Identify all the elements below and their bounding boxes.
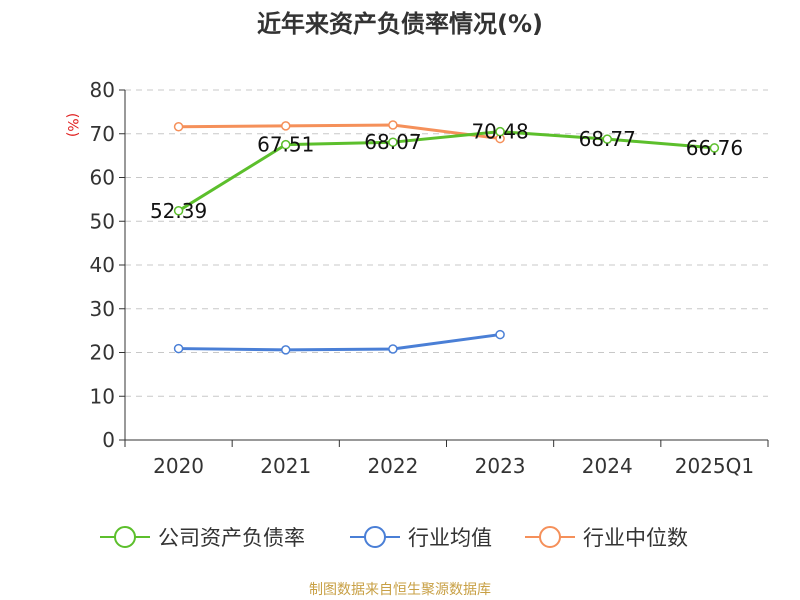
chart-title: 近年来资产负债率情况(%) [257,10,543,38]
y-tick-label: 10 [90,384,115,408]
legend-label-0: 公司资产负债率 [158,526,305,550]
y-axis-label: (%) [64,113,80,137]
data-point [602,134,612,144]
y-tick-label: 30 [90,297,115,321]
source-note: 制图数据来自恒生聚源数据库 [309,582,491,598]
gridlines [125,89,768,397]
data-point [281,139,291,150]
data-point [388,137,398,147]
data-point [495,126,505,137]
legend-marker-1 [364,526,386,548]
data-point [281,345,291,355]
data-label: 67.51 [257,133,314,157]
y-tick-label: 70 [90,122,115,146]
data-point [709,143,720,153]
data-point [173,343,184,354]
data-point [173,206,184,216]
legend-label-2: 行业中位数 [583,526,688,550]
legend-label-1: 行业均值 [408,526,492,550]
axes: 0 10 20 30 40 50 60 70 80 2020 2021 2022 2023 2024 202… [90,78,769,478]
data-label: 66.76 [686,136,743,160]
data-label: 68.77 [579,127,636,151]
y-tick-label: 0 [102,428,115,452]
y-tick-label: 80 [90,78,115,102]
data-point [388,120,398,130]
x-tick-label: 2024 [582,454,633,478]
data-point [173,122,184,132]
y-tick-label: 50 [90,209,115,233]
series-line-1 [178,333,501,352]
x-tick-label: 2020 [153,454,204,478]
data-label: 52.39 [150,199,207,223]
data-label: 68.07 [364,130,421,154]
x-tick-label: 2025Q1 [675,454,754,478]
y-tick-label: 60 [90,166,115,190]
x-tick-label: 2021 [260,454,311,478]
data-label: 70.48 [471,120,528,144]
y-tick-label: 40 [90,253,115,277]
x-tick-label: 2022 [367,454,418,478]
series-layer [173,120,720,355]
data-point [388,344,398,354]
series-line-2 [178,123,501,141]
x-tick-label: 2023 [475,454,526,478]
data-labels: 52.39 67.51 68.07 70.48 68.77 66.76 [150,120,743,223]
series-line-0 [177,130,715,213]
legend-marker-2 [539,526,561,548]
data-point [495,329,505,340]
legend: 公司资产负债率 行业均值 行业中位数 [100,526,688,550]
legend-marker-0 [114,526,136,548]
y-tick-label: 20 [90,341,115,365]
data-point [281,121,291,131]
